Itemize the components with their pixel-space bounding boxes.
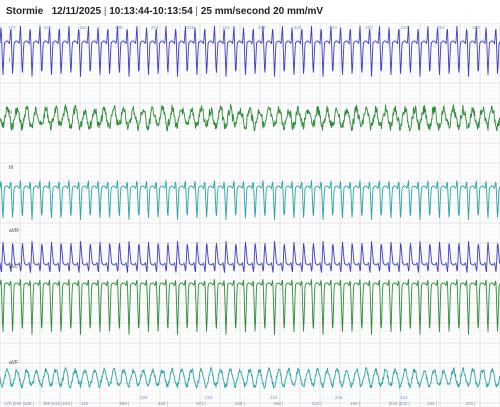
hr-annotation-bottom: 452	[81, 401, 89, 406]
hr-annotation-bottom: |226 |232 |	[389, 401, 410, 406]
patient-name: Stormie	[6, 6, 44, 17]
ecg-strip: I II III aVR aVL aVF 170 232 224 226 224 222 224 224 2…	[0, 23, 500, 407]
hr-annotation-bottom-mid: 224	[335, 395, 343, 400]
hr-annotation-bottom: 228 |	[466, 401, 476, 406]
hr-annotation-top: 224	[329, 25, 337, 30]
hr-annotation-top: 232	[44, 25, 52, 30]
header-separator: |	[103, 6, 107, 17]
header-separator: |	[195, 6, 199, 17]
hr-annotation-bottom: 222 |	[312, 401, 322, 406]
hr-annotation-bottom: 672 |	[196, 401, 206, 406]
ecg-trace-ii	[0, 103, 500, 132]
hr-annotation-top: 224	[222, 25, 230, 30]
hr-annotation-bottom: 898 |	[119, 401, 129, 406]
hr-annotation-bottom: 222 |	[427, 401, 437, 406]
lead-label-iii: III	[9, 165, 13, 171]
recording-header: Stormie 12/11/2025 | 10:13:44-10:13:54 |…	[0, 0, 500, 22]
hr-annotation-bottom-mid: 224	[270, 395, 278, 400]
hr-annotation-bottom: 228 |	[350, 401, 360, 406]
hr-annotation-top: 170	[8, 25, 16, 30]
lead-label-avl: aVL	[9, 264, 18, 270]
ecg-grid	[0, 23, 500, 407]
ecg-trace-avr	[0, 241, 500, 273]
ecg-trace-avl	[0, 279, 500, 335]
hr-annotation-top: 224	[79, 25, 87, 30]
hr-annotation-bottom: 448 |	[235, 401, 245, 406]
hr-annotation-bottom: 248 |	[158, 401, 168, 406]
lead-label-ii: II	[9, 110, 12, 116]
hr-annotation-bottom-mid: 226	[205, 395, 213, 400]
hr-annotation-top: 224	[294, 25, 302, 30]
lead-label-avf: aVF	[9, 360, 18, 366]
hr-annotation-bottom: 170 |230 |228 |	[4, 401, 34, 406]
recording-date: 12/11/2025	[51, 6, 102, 17]
hr-annotation-bottom: 458 |232 |228 |	[42, 401, 72, 406]
hr-annotation-top: 224	[401, 25, 409, 30]
lead-label-avr: aVR	[9, 228, 19, 234]
ecg-trace-iii	[0, 180, 500, 220]
hr-annotation-top: 224	[258, 25, 266, 30]
hr-annotation-top: 224	[151, 25, 159, 30]
ecg-trace-avf	[0, 366, 500, 390]
hr-annotation-top: 222	[187, 25, 195, 30]
hr-annotation-top: 224	[437, 25, 445, 30]
ecg-trace-i	[0, 25, 500, 77]
recording-time-range: 10:13:44-10:13:54	[109, 6, 193, 17]
hr-annotation-bottom: 458 |	[273, 401, 283, 406]
hr-annotation-top: 224	[472, 25, 480, 30]
hr-annotation-bottom-mid: 224	[400, 395, 408, 400]
hr-annotation-bottom-mid: 226	[140, 395, 148, 400]
hr-annotation-top: 226	[115, 25, 123, 30]
hr-annotation-top: 222	[365, 25, 373, 30]
recording-settings: 25 mm/second 20 mm/mV	[200, 6, 324, 17]
lead-label-i: I	[9, 58, 10, 64]
